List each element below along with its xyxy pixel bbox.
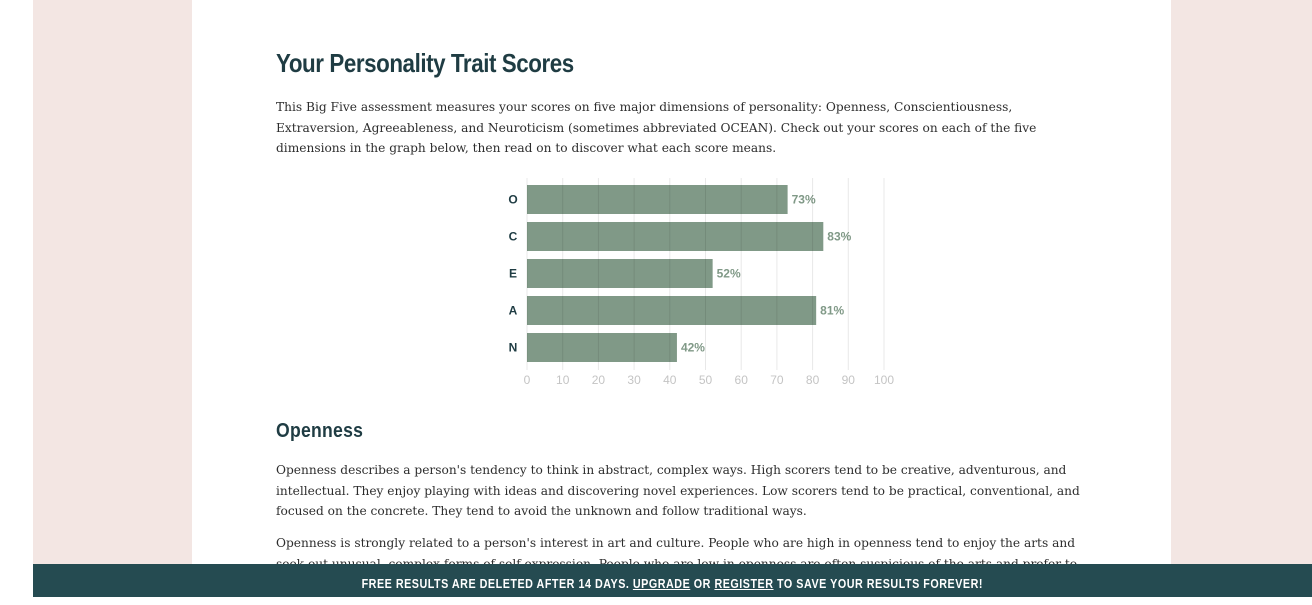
tick-label-30: 30 xyxy=(627,373,641,387)
results-expiry-banner: FREE RESULTS ARE DELETED AFTER 14 DAYS. … xyxy=(33,564,1312,597)
value-label-N: 42% xyxy=(681,341,705,355)
value-label-C: 83% xyxy=(827,230,851,244)
tick-label-20: 20 xyxy=(592,373,606,387)
tick-label-0: 0 xyxy=(524,373,531,387)
value-label-A: 81% xyxy=(820,304,844,318)
tick-label-40: 40 xyxy=(663,373,677,387)
register-link[interactable]: REGISTER xyxy=(714,577,774,591)
category-label-A: A xyxy=(509,304,518,318)
intro-paragraph: This Big Five assessment measures your s… xyxy=(276,100,1037,155)
openness-heading: Openness xyxy=(276,420,364,442)
tick-label-60: 60 xyxy=(735,373,749,387)
value-label-O: 73% xyxy=(792,193,816,207)
page-title: Your Personality Trait Scores xyxy=(276,48,574,78)
category-label-O: O xyxy=(508,193,517,207)
tick-label-70: 70 xyxy=(770,373,784,387)
banner-text-before: FREE RESULTS ARE DELETED AFTER 14 DAYS. xyxy=(361,577,630,591)
upgrade-link[interactable]: UPGRADE xyxy=(633,577,691,591)
openness-paragraph-1: Openness describes a person's tendency t… xyxy=(276,463,1080,518)
bar-O xyxy=(527,185,788,214)
bar-C xyxy=(527,222,824,251)
banner-text-after: TO SAVE YOUR RESULTS FOREVER! xyxy=(777,577,984,591)
bar-A xyxy=(527,296,817,325)
tick-label-100: 100 xyxy=(874,373,894,387)
tick-label-90: 90 xyxy=(842,373,856,387)
value-label-E: 52% xyxy=(717,267,741,281)
category-label-N: N xyxy=(509,341,518,355)
category-label-E: E xyxy=(509,267,517,281)
tick-label-10: 10 xyxy=(556,373,570,387)
category-label-C: C xyxy=(509,230,518,244)
tick-label-50: 50 xyxy=(699,373,713,387)
tick-label-80: 80 xyxy=(806,373,820,387)
banner-or: OR xyxy=(694,577,712,591)
trait-scores-chart: 73% O 83% C 52% E 81% A 42% N 0 10 20 30 40 50 60 70 80 90 1… xyxy=(508,178,894,387)
bar-E xyxy=(527,259,713,288)
bar-N xyxy=(527,333,677,362)
